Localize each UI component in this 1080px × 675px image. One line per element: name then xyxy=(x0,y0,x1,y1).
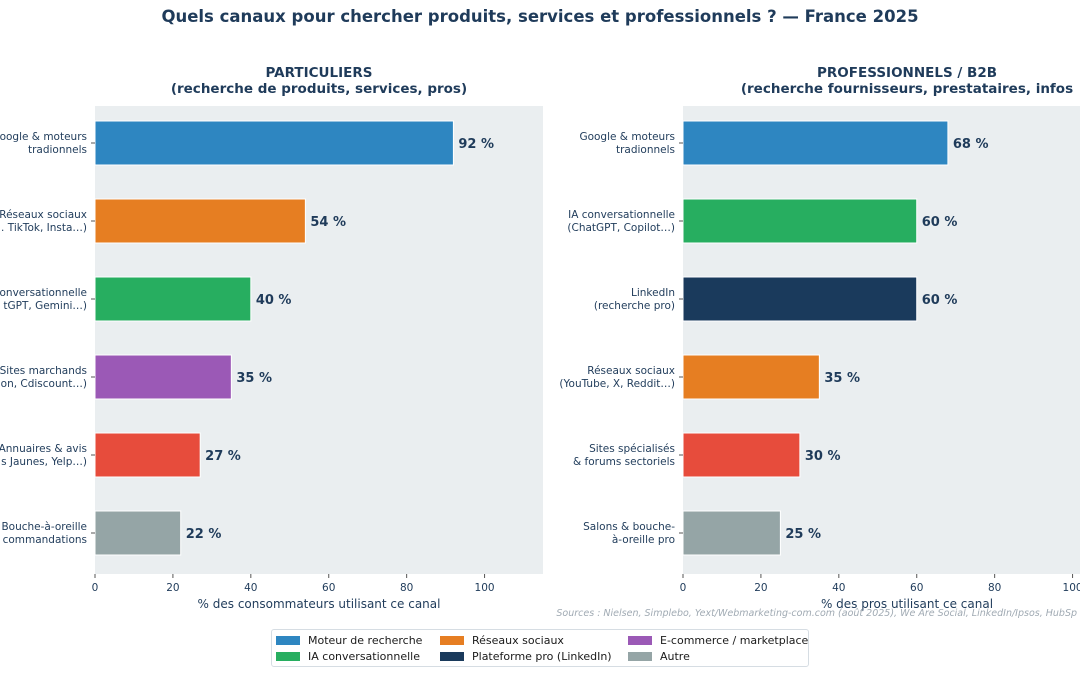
data-label: 54 % xyxy=(310,215,346,230)
y-tick-label: Réseaux sociaux xyxy=(0,209,87,221)
legend-label: E-commerce / marketplace xyxy=(660,634,809,647)
bar xyxy=(94,354,232,400)
legend-swatch xyxy=(276,636,300,645)
y-tick-label: Sites spécialisés xyxy=(589,443,675,455)
data-label: 40 % xyxy=(256,293,292,308)
y-tick-label: Sites marchands xyxy=(0,365,87,377)
x-tick-label: 20 xyxy=(166,582,179,594)
legend-item: Moteur de recherche xyxy=(276,634,422,647)
data-label: 92 % xyxy=(458,137,494,152)
legend-swatch xyxy=(440,652,464,661)
chart-title: Quels canaux pour chercher produits, ser… xyxy=(161,7,918,26)
x-tick-label: 60 xyxy=(322,582,335,594)
source-note: Sources : Nielsen, Simplebo, Yext/Webmar… xyxy=(556,608,1077,619)
y-tick-label: tradionnels xyxy=(28,144,87,156)
y-tick-label: s Jaunes, Yelp…) xyxy=(1,456,87,468)
bar xyxy=(94,276,252,322)
legend-item: E-commerce / marketplace xyxy=(628,634,808,647)
y-tick-label: commandations xyxy=(3,534,87,546)
panel-title: PARTICULIERS xyxy=(266,65,373,81)
x-tick-label: 0 xyxy=(92,582,99,594)
legend-item: IA conversationnelle xyxy=(276,650,420,663)
panel-title: (recherche fournisseurs, prestataires, i… xyxy=(741,81,1073,97)
y-tick-label: . TikTok, Insta…) xyxy=(1,222,87,234)
y-tick-label: & forums sectoriels xyxy=(573,456,675,468)
bar xyxy=(682,354,820,400)
x-tick-label: 40 xyxy=(832,582,845,594)
y-tick-label: Salons & bouche- xyxy=(583,521,675,533)
legend-label: Autre xyxy=(660,650,690,663)
plot-area xyxy=(683,106,1080,574)
x-axis-label: % des consommateurs utilisant ce canal xyxy=(198,597,441,611)
x-tick-label: 80 xyxy=(400,582,413,594)
bar xyxy=(682,198,918,244)
bar xyxy=(94,120,454,166)
data-label: 68 % xyxy=(953,137,989,152)
legend-label: Plateforme pro (LinkedIn) xyxy=(472,650,612,663)
y-tick-label: oogle & moteurs xyxy=(0,131,87,143)
bar xyxy=(682,510,781,556)
bar xyxy=(682,276,918,322)
data-label: 60 % xyxy=(922,293,958,308)
y-tick-label: (ChatGPT, Copilot…) xyxy=(567,222,675,234)
data-label: 35 % xyxy=(824,371,860,386)
legend-swatch xyxy=(440,636,464,645)
x-tick-label: 60 xyxy=(910,582,923,594)
plot-area xyxy=(95,106,543,574)
y-tick-label: Bouche-à-oreille xyxy=(1,521,87,533)
y-tick-label: IA conversationnelle xyxy=(568,209,675,221)
x-tick-label: 0 xyxy=(680,582,687,594)
x-tick-label: 80 xyxy=(988,582,1001,594)
data-label: 27 % xyxy=(205,449,241,464)
y-tick-label: (YouTube, X, Reddit…) xyxy=(559,378,675,390)
legend-swatch xyxy=(628,636,652,645)
legend-swatch xyxy=(276,652,300,661)
legend-label: IA conversationnelle xyxy=(308,650,420,663)
y-tick-label: on, Cdiscount…) xyxy=(1,378,87,390)
legend-item: Réseaux sociaux xyxy=(440,634,564,647)
bar xyxy=(94,198,306,244)
data-label: 35 % xyxy=(236,371,272,386)
y-tick-label: Réseaux sociaux xyxy=(587,365,675,377)
legend-swatch xyxy=(628,652,652,661)
panel-title: (recherche de produits, services, pros) xyxy=(171,81,467,97)
x-tick-label: 100 xyxy=(1063,582,1080,594)
x-tick-label: 20 xyxy=(754,582,767,594)
data-label: 30 % xyxy=(805,449,841,464)
bar xyxy=(94,510,182,556)
y-tick-label: onversationnelle xyxy=(0,287,87,299)
legend-item: Autre xyxy=(628,650,690,663)
bar xyxy=(94,432,201,478)
bar xyxy=(682,432,801,478)
y-tick-label: (recherche pro) xyxy=(594,300,675,312)
x-tick-label: 100 xyxy=(475,582,495,594)
y-tick-label: tradionnels xyxy=(616,144,675,156)
x-tick-label: 40 xyxy=(244,582,257,594)
y-tick-label: LinkedIn xyxy=(631,287,675,299)
y-tick-label: Google & moteurs xyxy=(579,131,675,143)
legend-label: Moteur de recherche xyxy=(308,634,423,647)
data-label: 25 % xyxy=(785,527,821,542)
legend-label: Réseaux sociaux xyxy=(472,634,564,647)
y-tick-label: à-oreille pro xyxy=(612,534,675,546)
bar xyxy=(682,120,949,166)
data-label: 60 % xyxy=(922,215,958,230)
legend: Moteur de recherche IA conversationnelle… xyxy=(271,629,809,667)
x-axis-label: % des pros utilisant ce canal xyxy=(821,597,993,611)
data-label: 22 % xyxy=(186,527,222,542)
legend-item: Plateforme pro (LinkedIn) xyxy=(440,650,612,663)
y-tick-label: Annuaires & avis xyxy=(0,443,87,455)
panel-title: PROFESSIONNELS / B2B xyxy=(817,65,997,81)
y-tick-label: tGPT, Gemini…) xyxy=(3,300,87,312)
